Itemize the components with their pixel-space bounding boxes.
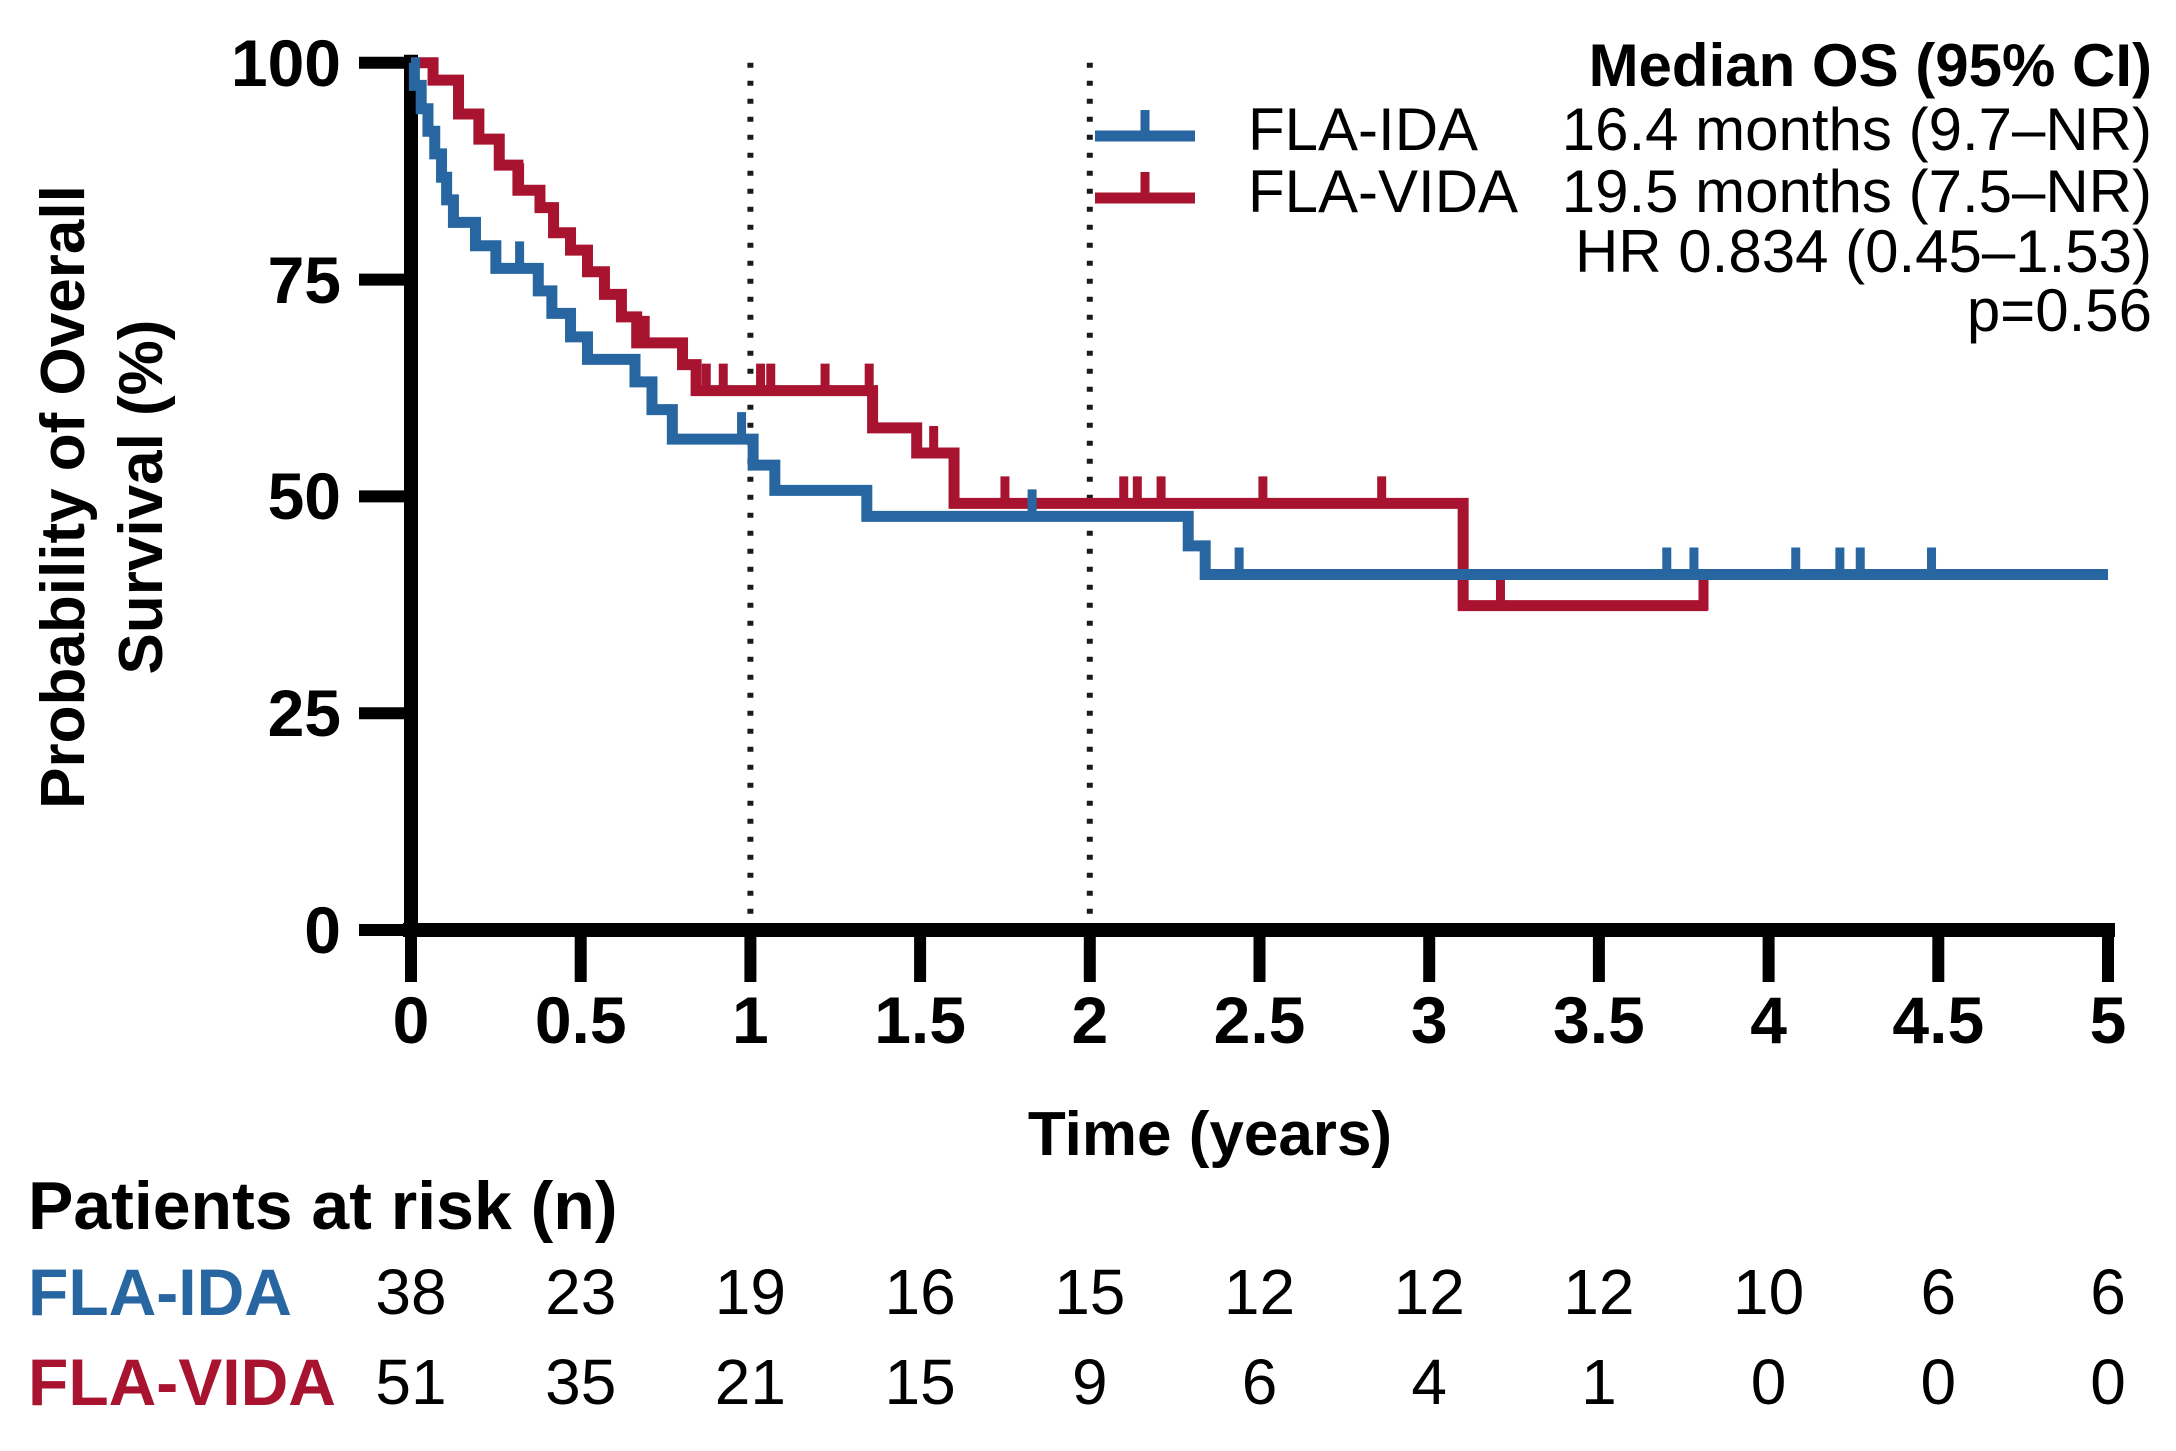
y-tick-label-75: 75 <box>267 242 341 317</box>
km-curve-fla-ida <box>408 57 2108 580</box>
risk-count-fla-ida-t3: 12 <box>1393 1256 1465 1328</box>
risk-count-fla-vida-t4.5: 0 <box>1920 1346 1957 1418</box>
risk-count-fla-vida-t4: 0 <box>1750 1346 1787 1418</box>
y-tick-label-25: 25 <box>267 676 341 751</box>
legend-label-fla-ida: FLA-IDA <box>1248 95 1479 163</box>
risk-count-fla-vida-t2: 9 <box>1072 1346 1108 1418</box>
risk-row-label-fla-ida: FLA-IDA <box>28 1255 292 1329</box>
hazard-ratio-text: HR 0.834 (0.45–1.53) <box>1574 218 2152 285</box>
risk-count-fla-ida-t5: 6 <box>2090 1256 2126 1328</box>
x-tick-label-4: 4 <box>1750 983 1787 1057</box>
x-tick-label-3.5: 3.5 <box>1553 983 1645 1057</box>
legend: Median OS (95% CI) FLA-IDA 16.4 months (… <box>1092 32 2152 344</box>
x-tick-label-2: 2 <box>1071 983 1109 1057</box>
fla-vida-line-symbol <box>1095 172 1195 204</box>
risk-count-fla-vida-t5: 0 <box>2090 1346 2126 1418</box>
km-curve-fla-vida <box>411 57 1708 612</box>
risk-count-fla-vida-t3: 4 <box>1411 1346 1447 1418</box>
x-tick-label-3: 3 <box>1410 983 1448 1057</box>
x-tick-label-1.5: 1.5 <box>874 983 966 1057</box>
risk-count-fla-ida-t2.5: 12 <box>1223 1256 1296 1328</box>
legend-row-fla-vida: FLA-VIDA 19.5 months (7.5–NR) <box>1092 158 2152 225</box>
risk-count-fla-ida-t1.5: 16 <box>884 1256 956 1328</box>
risk-count-fla-ida-t2: 15 <box>1054 1256 1126 1328</box>
risk-row-label-fla-vida: FLA-VIDA <box>28 1345 336 1419</box>
risk-count-fla-ida-t0.5: 23 <box>545 1256 617 1328</box>
risk-count-fla-vida-t2.5: 6 <box>1241 1346 1278 1418</box>
legend-row-fla-ida: FLA-IDA 16.4 months (9.7–NR) <box>1092 96 2152 163</box>
x-tick-label-0: 0 <box>392 983 430 1057</box>
y-tick-label-50: 50 <box>267 459 341 534</box>
risk-count-fla-ida-t1: 19 <box>714 1256 786 1328</box>
risk-count-fla-vida-t3.5: 1 <box>1581 1346 1617 1418</box>
risk-count-fla-ida-t3.5: 12 <box>1563 1256 1635 1328</box>
x-tick-label-4.5: 4.5 <box>1892 983 1985 1057</box>
risk-count-fla-vida-t0: 51 <box>375 1346 447 1418</box>
y-tick-label-0: 0 <box>304 893 341 967</box>
risk-count-fla-vida-t0.5: 35 <box>545 1346 617 1418</box>
y-axis-title-line1: Probability of Overall <box>29 185 98 809</box>
risk-count-fla-ida-t4.5: 6 <box>1920 1256 1957 1328</box>
x-tick-label-2.5: 2.5 <box>1213 983 1306 1057</box>
fla-ida-line-symbol <box>1095 110 1195 142</box>
risk-table-title: Patients at risk (n) <box>28 1168 618 1244</box>
risk-count-fla-vida-t1.5: 15 <box>884 1346 956 1418</box>
risk-count-fla-ida-t4: 10 <box>1733 1256 1805 1328</box>
x-axis-title: Time (years) <box>1027 1100 1393 1169</box>
y-tick-label-100: 100 <box>230 25 341 100</box>
p-value-text: p=0.56 <box>1966 277 2152 344</box>
x-tick-label-5: 5 <box>2089 983 2127 1057</box>
legend-value-fla-ida: 16.4 months (9.7–NR) <box>1561 95 2152 163</box>
risk-count-fla-ida-t0: 38 <box>375 1256 447 1328</box>
legend-title: Median OS (95% CI) <box>1588 32 2152 99</box>
legend-value-fla-vida: 19.5 months (7.5–NR) <box>1561 157 2152 225</box>
x-tick-label-1: 1 <box>732 983 769 1057</box>
risk-count-fla-vida-t1: 21 <box>714 1346 786 1418</box>
x-tick-label-0.5: 0.5 <box>534 983 627 1057</box>
legend-label-fla-vida: FLA-VIDA <box>1248 157 1519 225</box>
